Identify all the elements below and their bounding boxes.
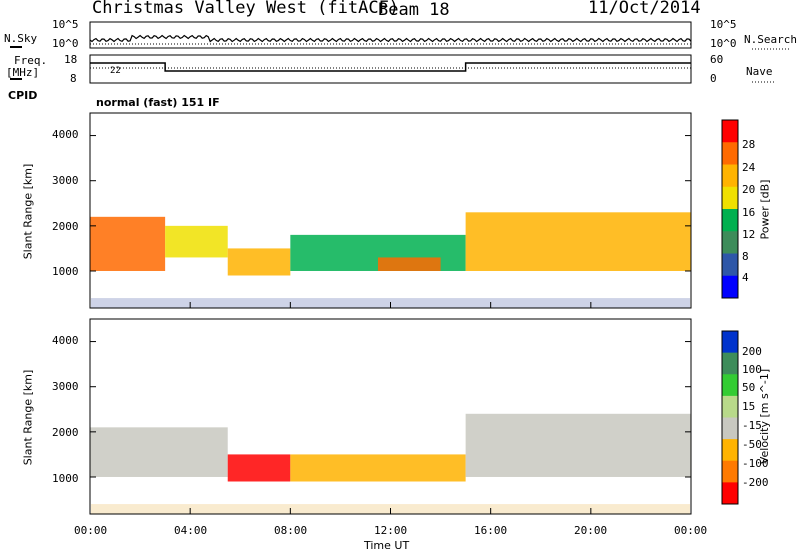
power-cb-tick-5: 8 — [742, 250, 749, 263]
velocity-colorbar-swatch-6 — [722, 460, 738, 483]
power-cb-tick-6: 4 — [742, 271, 749, 284]
power-range-tick-3000: 3000 — [52, 174, 79, 187]
velocity-colorbar-swatch-0 — [722, 331, 738, 354]
freq-left-tick-top: 18 — [64, 53, 78, 66]
velocity-colorbar-swatch-5 — [722, 439, 738, 462]
time-tick-6: 00:00 — [674, 524, 708, 537]
power-region-1 — [165, 225, 228, 258]
noise-right-tick-bottom: 10^0 — [710, 37, 737, 50]
power-cb-tick-2: 20 — [742, 183, 756, 196]
velocity-region-2 — [290, 454, 466, 482]
freq-marker-label: 22 — [110, 66, 121, 76]
power-colorbar-swatch-4 — [722, 209, 738, 232]
noise-right-tick-top: 10^5 — [710, 18, 737, 31]
time-tick-0: 00:00 — [74, 524, 108, 537]
power-cb-tick-4: 12 — [742, 228, 756, 241]
date-label: 11/Oct/2014 — [588, 0, 701, 18]
power-range-tick-1000: 1000 — [52, 265, 79, 278]
velocity-region-3 — [465, 413, 691, 477]
velocity-panel-border — [89, 318, 692, 515]
power-region-0 — [90, 216, 166, 271]
power-region-2 — [227, 248, 291, 276]
frequency-trace — [90, 62, 691, 72]
velocity-region-1 — [227, 454, 291, 482]
beam-label: Beam 18 — [378, 0, 450, 20]
power-cb-tick-3: 16 — [742, 206, 756, 219]
velocity-range-tick-4000: 4000 — [52, 334, 79, 347]
power-colorbar-swatch-7 — [722, 275, 738, 299]
power-colorbar-frame — [721, 119, 739, 299]
velocity-range-tick-3000: 3000 — [52, 380, 79, 393]
cpid-text: normal (fast) 151 IF — [96, 96, 220, 109]
freq-right-tick-top: 60 — [710, 53, 724, 66]
freq-left-tick-bottom: 8 — [70, 72, 77, 85]
power-cb-tick-1: 24 — [742, 161, 756, 174]
time-tick-1: 04:00 — [174, 524, 208, 537]
cpid-label: CPID — [8, 89, 38, 102]
velocity-colorbar-swatch-7 — [722, 482, 738, 505]
power-range-tick-4000: 4000 — [52, 128, 79, 141]
power-panel-border — [89, 112, 692, 309]
velocity-range-tick-1000: 1000 — [52, 472, 79, 485]
power-region-4 — [377, 257, 441, 271]
velocity-colorbar-swatch-1 — [722, 352, 738, 375]
power-range-axis-label: Slant Range [km] — [21, 163, 35, 260]
velocity-cb-tick-2: 50 — [742, 381, 756, 394]
station-title: Christmas Valley West (fitACF) — [92, 0, 400, 18]
time-tick-4: 16:00 — [474, 524, 508, 537]
velocity-colorbar-swatch-4 — [722, 417, 738, 440]
velocity-range-axis-label: Slant Range [km] — [21, 369, 35, 466]
noise-panel-frame — [89, 21, 692, 49]
velocity-cb-tick-1: 100 — [742, 363, 762, 376]
power-range-tick-2000: 2000 — [52, 220, 79, 233]
velocity-cb-tick-6: -100 — [742, 457, 769, 470]
power-colorbar-swatch-0 — [722, 120, 738, 143]
nave-label: Nave — [746, 65, 773, 78]
noise-left-tick-top: 10^5 — [52, 18, 79, 31]
power-colorbar-label: Power [dB] — [758, 179, 772, 240]
velocity-cb-tick-5: -50 — [742, 438, 762, 451]
freq-label: Freq. — [14, 54, 48, 67]
velocity-cb-tick-0: 200 — [742, 345, 762, 358]
power-colorbar-swatch-6 — [722, 253, 738, 277]
noise-trace — [89, 34, 692, 43]
freq-right-tick-bottom: 0 — [710, 72, 717, 85]
velocity-region-0 — [90, 427, 228, 477]
freq-panel-frame — [89, 54, 692, 84]
velocity-cb-tick-3: 15 — [742, 400, 756, 413]
time-axis-label: Time UT — [364, 539, 410, 552]
power-colorbar-swatch-2 — [722, 164, 738, 188]
power-colorbar-swatch-3 — [722, 186, 738, 210]
power-panel-frame — [89, 112, 692, 309]
power-colorbar-swatch-5 — [722, 231, 738, 254]
noise-left-tick-bottom: 10^0 — [52, 37, 79, 50]
power-cb-tick-0: 28 — [742, 138, 756, 151]
nsky-label: N.Sky — [4, 32, 38, 45]
freq-unit-label: [MHz] — [6, 66, 40, 79]
time-tick-3: 12:00 — [374, 524, 408, 537]
velocity-cb-tick-7: -200 — [742, 476, 769, 489]
time-tick-2: 08:00 — [274, 524, 308, 537]
velocity-colorbar-swatch-2 — [722, 374, 738, 397]
time-tick-5: 20:00 — [574, 524, 608, 537]
velocity-cb-tick-4: -15 — [742, 419, 762, 432]
velocity-colorbar-swatch-3 — [722, 395, 738, 418]
nsearch-label: N.Search — [744, 33, 797, 46]
power-region-5 — [465, 212, 691, 271]
velocity-range-tick-2000: 2000 — [52, 426, 79, 439]
power-colorbar-swatch-1 — [722, 142, 738, 165]
velocity-colorbar-frame — [721, 330, 739, 505]
